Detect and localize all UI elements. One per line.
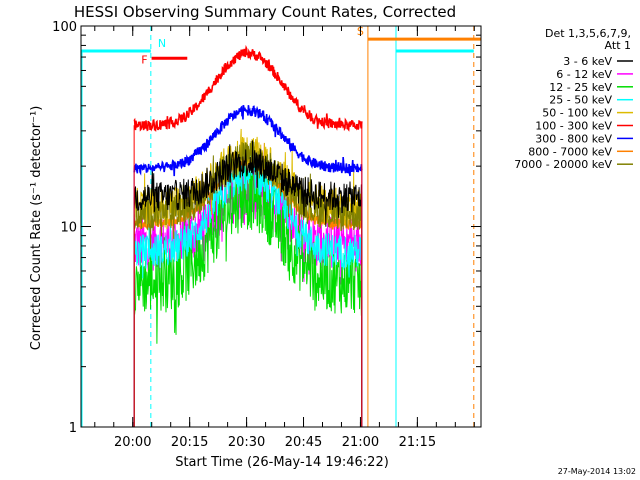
x-tick-label-3: 20:45 [285, 435, 322, 450]
x-axis: 20:00 20:15 20:30 20:45 21:00 21:15 [94, 26, 475, 450]
series-line-3 [133, 151, 363, 279]
x-tick-label-2: 20:30 [228, 435, 265, 450]
legend-label-7: 800 - 7000 keV [528, 145, 612, 158]
series-line-6 [133, 105, 363, 177]
flag-label-0: N [158, 37, 166, 50]
legend-label-5: 100 - 300 keV [535, 120, 612, 133]
y-tick-label-0: 1 [69, 421, 77, 436]
legend-label-1: 6 - 12 keV [556, 68, 612, 81]
y-axis-label: Corrected Count Rate (s⁻¹ detector⁻¹) [29, 106, 44, 351]
flag-label-1: F [141, 53, 147, 66]
legend-label-8: 7000 - 20000 keV [514, 158, 612, 171]
x-axis-label: Start Time (26-May-14 19:46:22) [175, 455, 389, 470]
x-tick-label-5: 21:15 [399, 435, 436, 450]
legend-title-2: Att 1 [605, 39, 631, 52]
x-tick-label-0: 20:00 [114, 435, 151, 450]
series-line-2 [133, 154, 363, 344]
legend-label-6: 300 - 800 keV [535, 132, 612, 145]
legend-label-2: 12 - 25 keV [549, 81, 612, 94]
y-tick-label-1: 10 [60, 221, 77, 236]
timestamp-stamp: 27-May-2014 13:02 [558, 467, 636, 476]
x-tick-label-4: 21:00 [342, 435, 379, 450]
series-line-0 [133, 140, 363, 227]
y-axis: 1 10 100 [52, 20, 481, 436]
legend-label-0: 3 - 6 keV [563, 55, 612, 68]
y-tick-label-2: 100 [52, 20, 77, 35]
legend-label-4: 50 - 100 keV [542, 107, 612, 120]
legend-label-3: 25 - 50 keV [549, 94, 612, 107]
series-line-8 [133, 141, 363, 249]
chart-title: HESSI Observing Summary Count Rates, Cor… [74, 3, 456, 21]
legend-title-1: Det 1,3,5,6,7,9, [545, 27, 631, 40]
plot-area: NFS [81, 25, 481, 427]
series-line-5 [133, 44, 363, 132]
x-tick-label-1: 20:15 [171, 435, 208, 450]
